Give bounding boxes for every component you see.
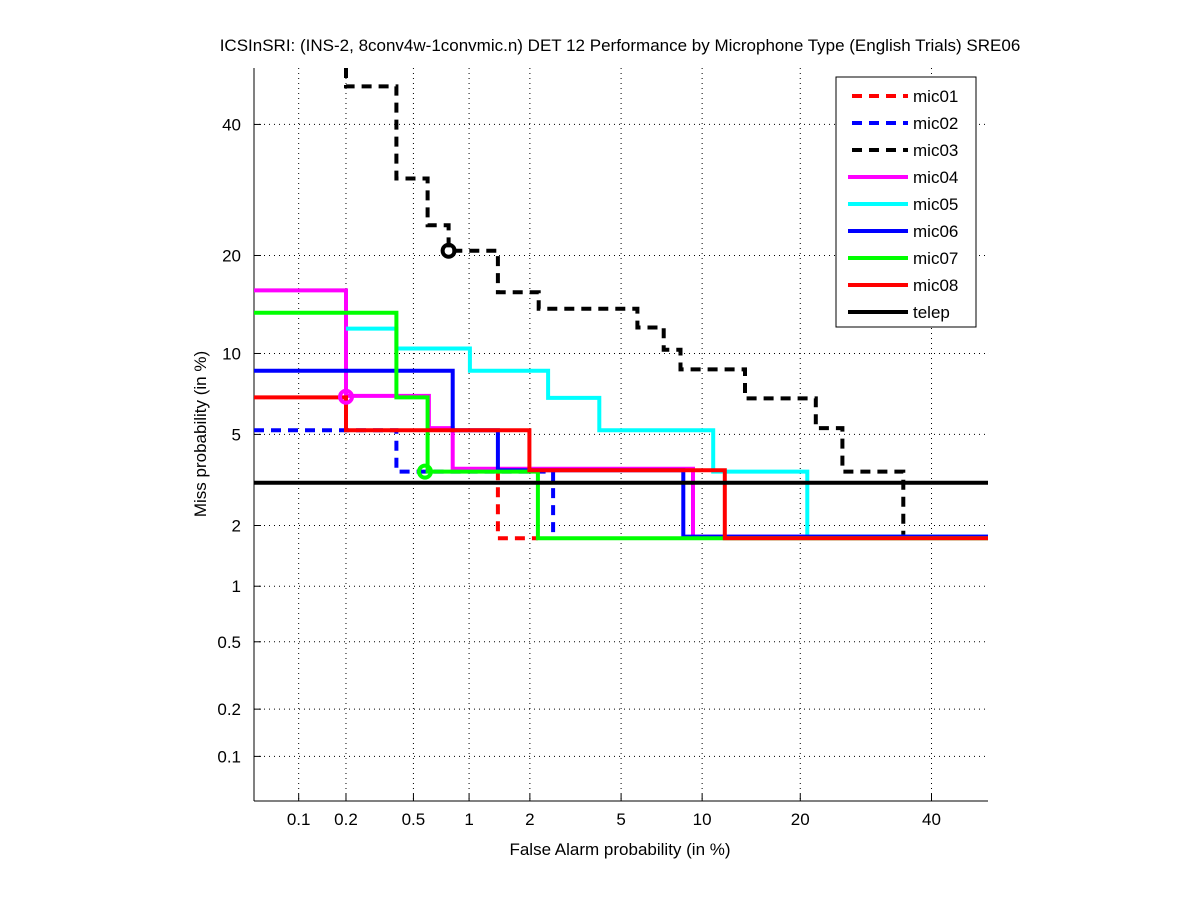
legend-label-telep: telep	[913, 303, 950, 322]
x-tick-label: 40	[922, 810, 941, 829]
series-mic03	[344, 68, 906, 538]
x-tick-label: 5	[616, 810, 625, 829]
marker-mic04	[337, 388, 354, 405]
marker-mic03	[440, 242, 457, 259]
x-tick-label: 20	[791, 810, 810, 829]
series-mic01	[495, 470, 538, 541]
y-axis-label: Miss probability (in %)	[191, 351, 210, 517]
legend: mic01 mic02 mic03 mic04 mic05 mic06 mic07 mic08…	[835, 76, 977, 328]
legend-label-mic07: mic07	[913, 249, 958, 268]
chart-title: ICSInSRI: (INS-2, 8conv4w-1convmic.n) DE…	[220, 36, 1021, 55]
x-tick-label: 0.2	[334, 810, 358, 829]
series-lines	[254, 68, 988, 541]
y-tick-label: 40	[222, 115, 241, 134]
y-tick-label: 1	[232, 577, 241, 596]
series-mic06	[254, 368, 988, 539]
marker-mic07	[416, 463, 433, 480]
legend-label-mic01: mic01	[913, 87, 958, 106]
legend-label-mic02: mic02	[913, 114, 958, 133]
x-tick-label: 0.5	[402, 810, 426, 829]
legend-label-mic04: mic04	[913, 168, 958, 187]
y-tick-label: 20	[222, 246, 241, 265]
x-ticks: 0.1 0.2 0.5 1 2 5 10 20 40	[287, 794, 941, 829]
grid	[254, 68, 988, 801]
x-tick-label: 10	[693, 810, 712, 829]
x-axis-label: False Alarm probability (in %)	[509, 840, 730, 859]
y-tick-label: 2	[232, 516, 241, 535]
markers	[337, 242, 457, 480]
x-tick-label: 2	[525, 810, 534, 829]
y-tick-label: 5	[232, 425, 241, 444]
legend-label-mic05: mic05	[913, 195, 958, 214]
x-tick-label: 1	[464, 810, 473, 829]
y-tick-label: 0.5	[217, 633, 241, 652]
series-mic07	[254, 310, 988, 541]
y-tick-label: 10	[222, 344, 241, 363]
series-mic04	[254, 288, 988, 539]
series-mic05	[346, 326, 988, 539]
legend-label-mic03: mic03	[913, 141, 958, 160]
y-tick-label: 0.1	[217, 747, 241, 766]
x-tick-label: 0.1	[287, 810, 311, 829]
legend-label-mic06: mic06	[913, 222, 958, 241]
y-tick-label: 0.2	[217, 700, 241, 719]
legend-label-mic08: mic08	[913, 276, 958, 295]
y-ticks: 0.1 0.2 0.5 1 2 5 10 20 40	[217, 115, 261, 766]
